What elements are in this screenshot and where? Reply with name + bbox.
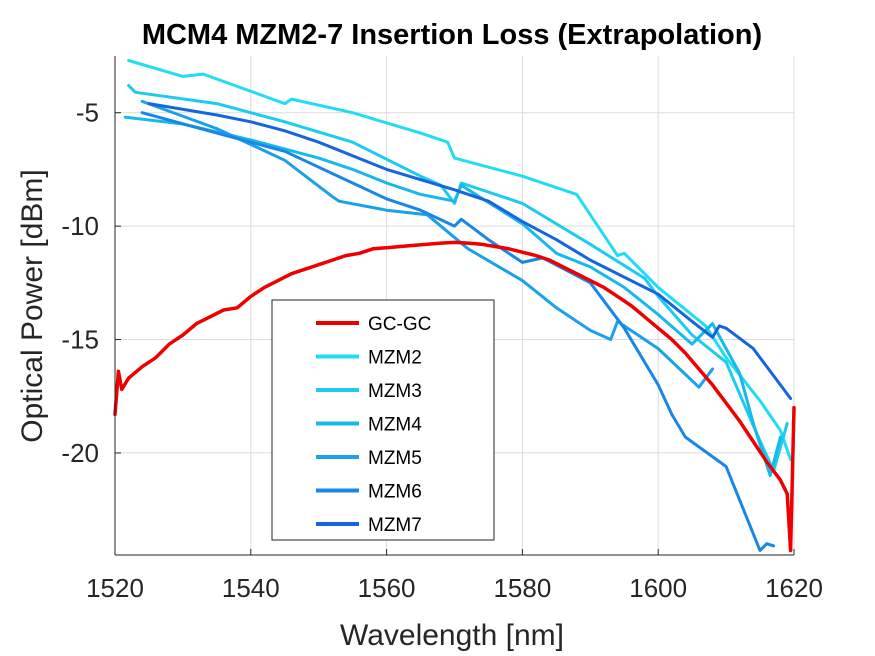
legend-box [271, 299, 495, 541]
legend: GC-GC MZM2 MZM3 MZM4 MZM5 MZM6 MZM7 [271, 299, 495, 541]
y-tick-label: -20 [61, 438, 99, 468]
x-tick-label: 1560 [358, 573, 416, 603]
series-line-mzm3 [127, 84, 789, 473]
x-tick-label: 1520 [86, 573, 144, 603]
chart-title: MCM4 MZM2-7 Insertion Loss (Extrapolatio… [142, 19, 762, 51]
series-line-mzm7 [147, 102, 793, 400]
series-lines [113, 59, 796, 553]
x-tick-label: 1540 [222, 573, 280, 603]
x-tick-label: 1600 [629, 573, 687, 603]
series-line-mzm5 [140, 99, 714, 389]
legend-entry: MZM7 [368, 515, 422, 536]
legend-entry: MZM4 [368, 415, 422, 436]
legend-entry: MZM3 [368, 381, 422, 402]
series-line-mzm4 [123, 115, 782, 478]
legend-entry: MZM2 [368, 348, 422, 369]
legend-entry: MZM6 [368, 482, 422, 503]
y-tick-label: -15 [61, 325, 99, 355]
x-tick-label: 1580 [493, 573, 551, 603]
x-axis-label: Wavelength [nm] [340, 619, 564, 652]
x-tick-label: 1620 [765, 573, 823, 603]
axes: 1520 1540 1560 1580 1600 1620 -5 -10 -15 -20 [61, 56, 823, 603]
y-axis-label: Optical Power [dBm] [16, 169, 49, 442]
legend-entry: MZM5 [368, 448, 422, 469]
series-line-mzm2 [127, 59, 793, 462]
series-line-mzm6 [140, 111, 776, 552]
legend-entry: GC-GC [368, 314, 431, 335]
y-tick-label: -10 [61, 211, 99, 241]
y-tick-label: -5 [76, 98, 99, 128]
series-line-gc-gc [113, 240, 796, 553]
